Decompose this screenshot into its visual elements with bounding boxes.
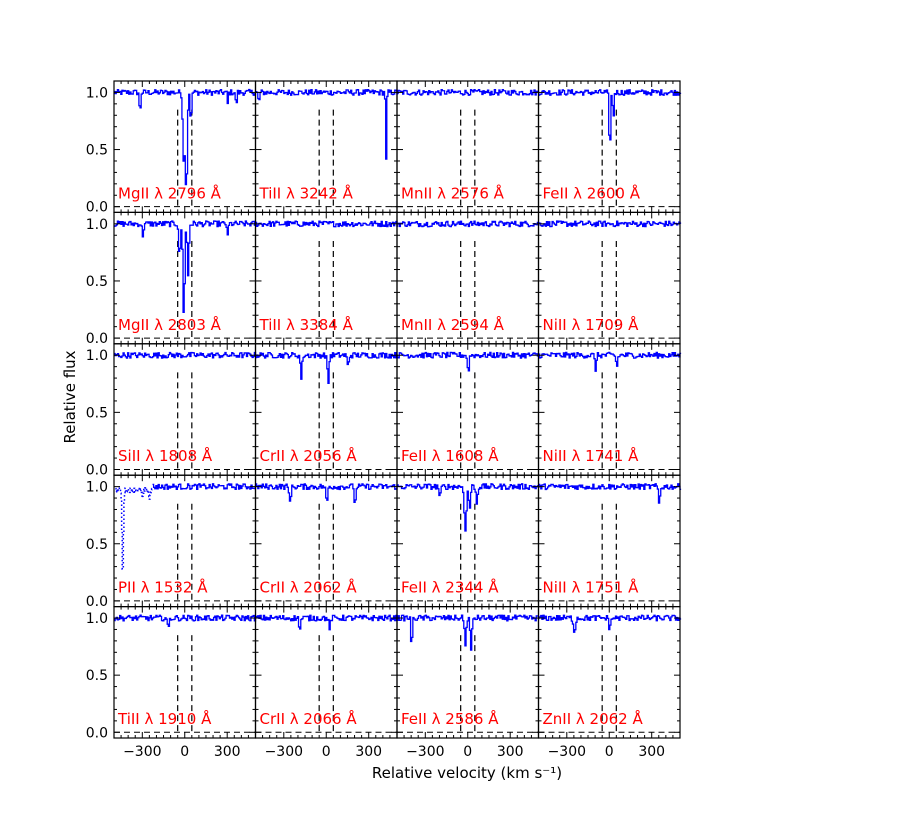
panel-grid: 0.0 0.5 1.0 MgII λ 2796 Å TiII λ 3242 Å MnII … [86, 80, 682, 760]
y-tick-label: 0.5 [86, 537, 108, 553]
x-tick-label: 300 [638, 744, 665, 760]
transition-label: TiII λ 1910 Å [117, 709, 212, 728]
transition-label: SiII λ 1808 Å [118, 446, 213, 465]
flux-series [114, 351, 257, 359]
transition-label: MnII λ 2576 Å [401, 183, 505, 202]
transition-label: ZnII λ 2062 Å [543, 709, 644, 728]
x-tick-label: 0 [180, 744, 189, 760]
flux-series [397, 88, 540, 96]
flux-series [255, 351, 399, 385]
transition-label: FeII λ 2344 Å [401, 578, 499, 597]
flux-series [397, 483, 540, 532]
transition-label: NiII λ 1751 Å [543, 578, 640, 597]
transition-label: TiII λ 3242 Å [259, 183, 354, 202]
flux-series [255, 483, 399, 504]
y-tick-label: 0.0 [86, 725, 108, 741]
y-tick-label: 1.0 [86, 480, 108, 496]
dotted-blend-series [115, 487, 153, 570]
transition-label: MnII λ 2594 Å [401, 315, 505, 334]
flux-series [538, 220, 682, 228]
panel-4: 0.0 0.5 1.0 MgII λ 2803 Å [86, 211, 257, 347]
x-tick-label: −300 [406, 744, 444, 760]
transition-label: TiII λ 3384 Å [259, 315, 354, 334]
x-tick-label: 300 [355, 744, 382, 760]
flux-series [114, 88, 257, 186]
flux-series [255, 220, 399, 228]
flux-series [152, 483, 257, 491]
y-tick-label: 1.0 [86, 348, 108, 364]
x-tick-label: −300 [265, 744, 303, 760]
panel-1: TiII λ 3242 Å [254, 80, 399, 213]
y-tick-label: 1.0 [86, 611, 108, 627]
y-tick-label: 0.5 [86, 143, 108, 159]
transition-label: PII λ 1532 Å [118, 578, 208, 597]
flux-series [538, 614, 682, 633]
y-axis-label: Relative flux [61, 350, 79, 443]
panel-19: −300 0 300 ZnII λ 2062 Å [537, 605, 682, 760]
panel-5: TiII λ 3384 Å [254, 211, 399, 345]
x-axis-label: Relative velocity (km s⁻¹) [372, 764, 562, 782]
panel-3: FeII λ 2600 Å [537, 80, 682, 213]
transition-label: CrII λ 2056 Å [260, 446, 358, 465]
y-tick-label: 0.0 [86, 200, 108, 216]
panel-0: 0.0 0.5 1.0 MgII λ 2796 Å [86, 80, 257, 216]
x-tick-label: 300 [214, 744, 241, 760]
transition-label: FeII λ 1608 Å [401, 446, 499, 465]
flux-series [114, 220, 257, 314]
transition-label: CrII λ 2066 Å [260, 709, 358, 728]
flux-series [255, 88, 399, 160]
panel-12: 0.0 0.5 1.0 PII λ 1532 Å [86, 474, 257, 610]
transition-label: MgII λ 2796 Å [118, 183, 222, 202]
x-tick-label: 0 [605, 744, 614, 760]
x-tick-label: −300 [123, 744, 161, 760]
transition-label: MgII λ 2803 Å [118, 315, 222, 334]
transition-label: FeII λ 2600 Å [543, 183, 641, 202]
panel-6: MnII λ 2594 Å [396, 211, 540, 345]
y-tick-label: 0.5 [86, 405, 108, 421]
y-tick-label: 0.5 [86, 274, 108, 290]
transition-label: FeII λ 2586 Å [401, 709, 499, 728]
panel-9: CrII λ 2056 Å [254, 343, 399, 476]
transition-label: NiII λ 1741 Å [543, 446, 640, 465]
panel-18: −300 0 300 FeII λ 2586 Å [396, 605, 540, 760]
x-tick-label: 300 [497, 744, 524, 760]
panel-10: FeII λ 1608 Å [396, 343, 540, 476]
y-tick-label: 1.0 [86, 217, 108, 233]
panel-15: NiII λ 1751 Å [537, 474, 682, 608]
x-tick-label: 0 [463, 744, 472, 760]
flux-series [114, 614, 257, 628]
panel-11: NiII λ 1741 Å [537, 343, 682, 476]
panel-14: FeII λ 2344 Å [396, 474, 540, 608]
flux-series [397, 351, 540, 372]
y-tick-label: 0.0 [86, 594, 108, 610]
transition-label: CrII λ 2062 Å [260, 578, 358, 597]
y-tick-label: 0.5 [86, 668, 108, 684]
y-tick-label: 1.0 [86, 85, 108, 101]
panel-7: NiII λ 1709 Å [537, 211, 682, 345]
flux-series [538, 351, 682, 372]
panel-13: CrII λ 2062 Å [254, 474, 399, 608]
x-tick-label: 0 [322, 744, 331, 760]
flux-series [397, 220, 540, 228]
flux-series [255, 614, 399, 631]
panel-17: −300 0 300 CrII λ 2066 Å [254, 605, 399, 760]
flux-series [538, 89, 682, 141]
y-tick-label: 0.0 [86, 462, 108, 478]
y-tick-label: 0.0 [86, 331, 108, 347]
flux-series [397, 614, 540, 651]
panel-2: MnII λ 2576 Å [396, 80, 540, 213]
panel-8: 0.0 0.5 1.0 SiII λ 1808 Å [86, 343, 257, 478]
transition-label: NiII λ 1709 Å [543, 315, 640, 334]
flux-series [538, 483, 682, 504]
x-tick-label: −300 [548, 744, 586, 760]
